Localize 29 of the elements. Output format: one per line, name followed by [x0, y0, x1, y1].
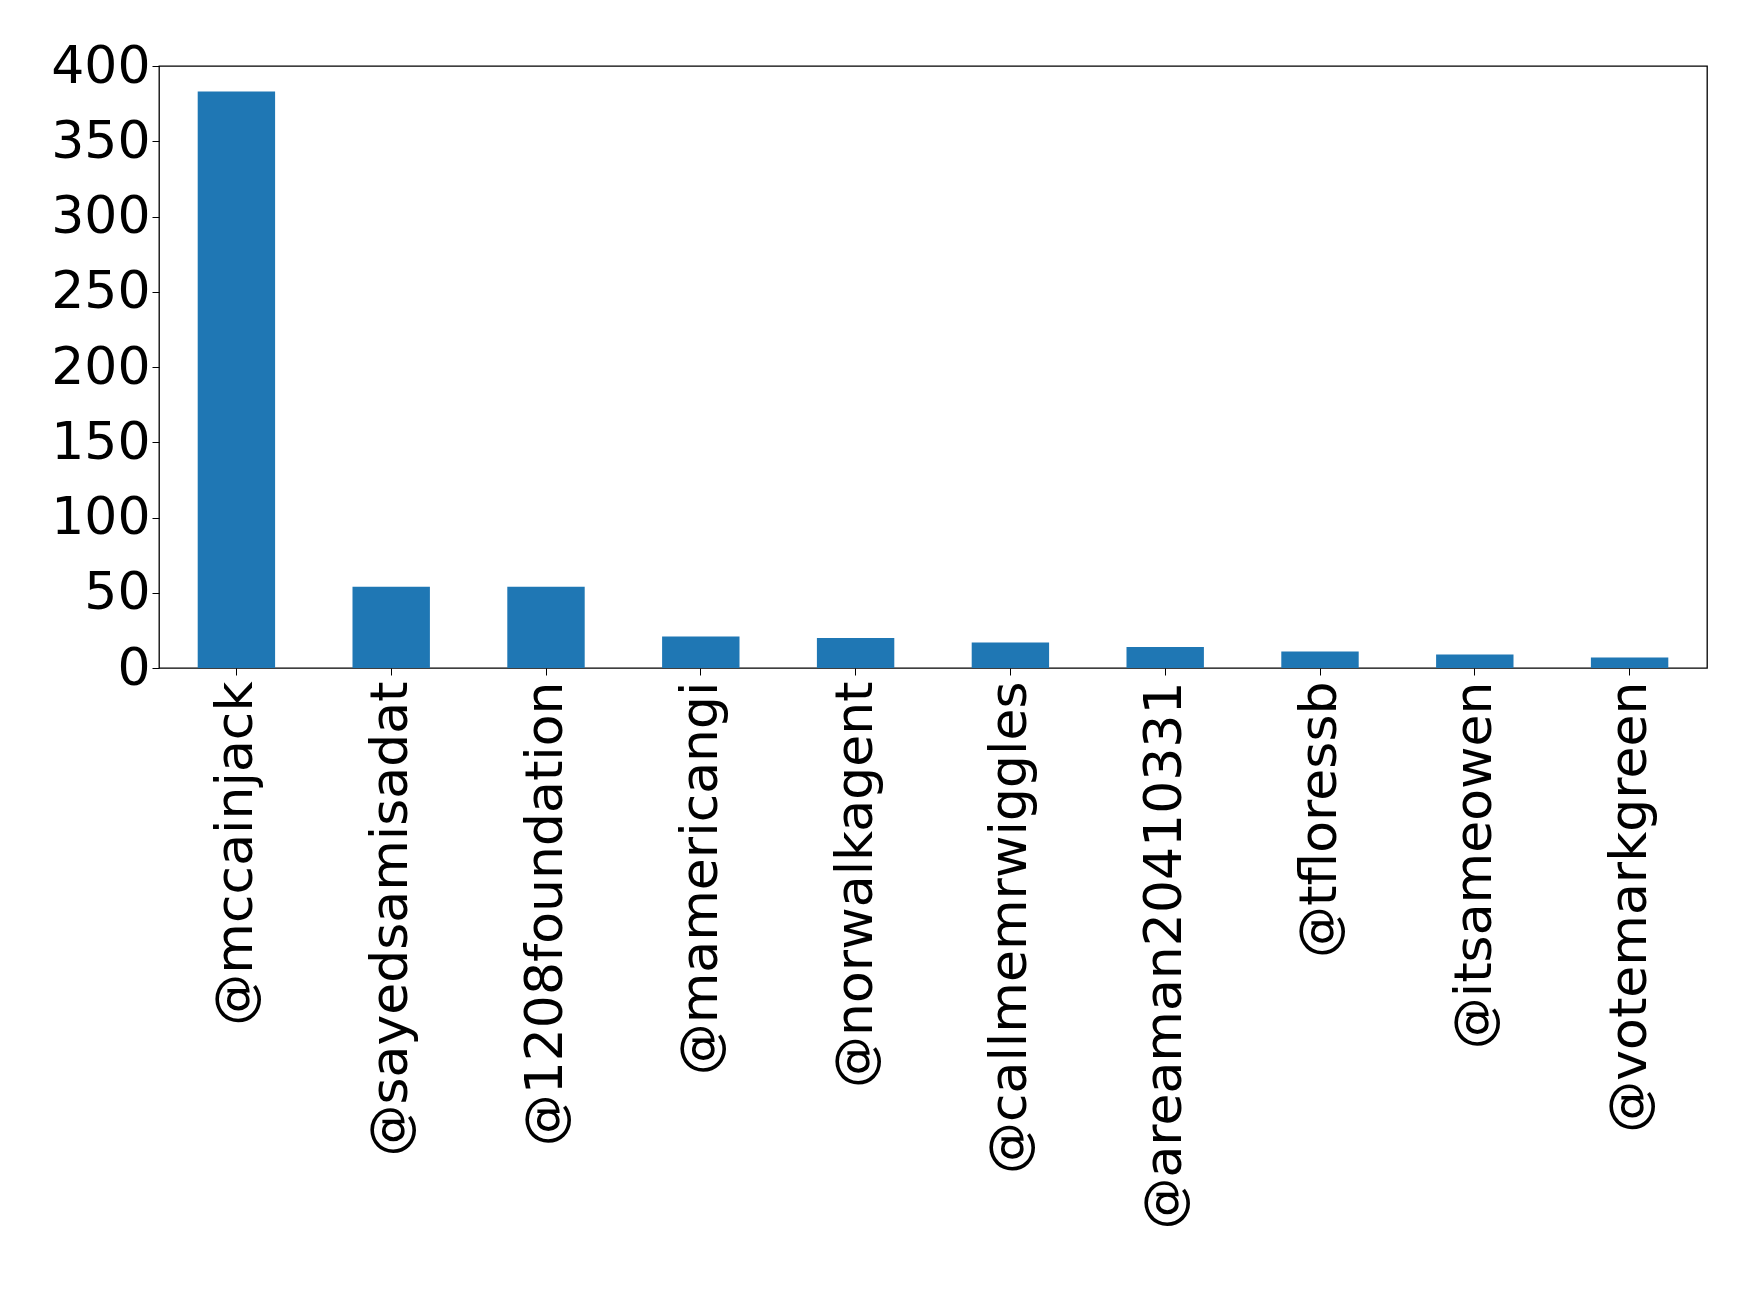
y-tick-label: 150 [51, 410, 151, 471]
y-tick-label: 200 [51, 335, 151, 396]
bar [352, 586, 430, 668]
y-tick-label: 300 [51, 185, 151, 245]
x-tick-label: @norwalkagent [823, 681, 884, 1088]
x-tick-label: @sayedsamisadat [359, 681, 420, 1157]
bar [507, 586, 585, 668]
x-tick-label: @1208foundation [514, 681, 574, 1147]
x-tick-label: @tfloressb [1288, 681, 1348, 958]
x-tick-label: @votemarkgreen [1597, 681, 1658, 1133]
bar [816, 637, 895, 668]
bar [1281, 651, 1359, 668]
y-tick-label: 250 [51, 260, 151, 321]
bar [1590, 657, 1669, 668]
bar [1126, 646, 1204, 668]
x-tick-label: @mamericangi [668, 681, 729, 1076]
x-tick-label: @itsameowen [1442, 681, 1503, 1050]
y-tick-label: 400 [51, 34, 151, 95]
x-tick-label: @mccainjack [204, 681, 265, 1026]
y-tick-label: 100 [51, 486, 151, 546]
y-tick-label: 50 [84, 561, 151, 622]
x-tick-label: @callmemrwiggles [978, 681, 1039, 1175]
bar [662, 636, 740, 668]
bar [1436, 654, 1514, 668]
y-tick-label: 350 [51, 109, 151, 170]
bar [197, 91, 276, 668]
y-tick-label: 0 [117, 636, 151, 697]
bar [971, 642, 1050, 668]
x-tick-label: @areaman20410331 [1133, 681, 1194, 1230]
